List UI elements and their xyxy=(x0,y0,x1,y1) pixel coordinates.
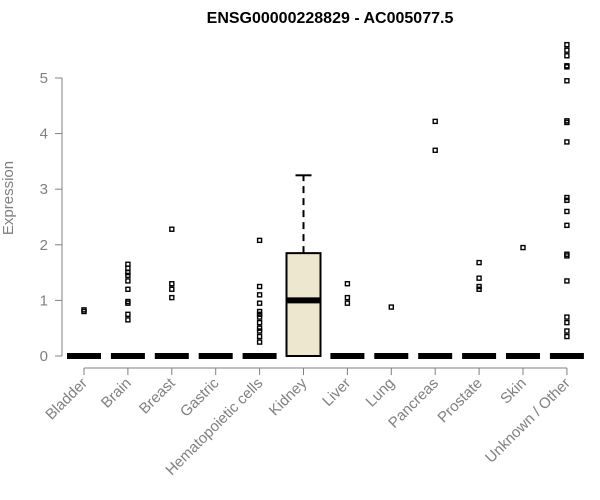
outlier-point xyxy=(564,197,570,204)
outlier-point xyxy=(564,278,570,284)
outlier-point xyxy=(125,286,131,292)
outlier-point xyxy=(125,278,131,284)
outlier-point xyxy=(432,118,438,125)
outlier-point xyxy=(476,275,482,281)
outlier-point xyxy=(256,339,263,345)
outlier-point xyxy=(256,308,263,315)
outlier-point xyxy=(344,294,351,301)
x-tick-label: Prostate xyxy=(434,375,486,427)
outlier-point xyxy=(564,251,570,257)
outlier-point xyxy=(256,325,263,331)
box-group-skin xyxy=(506,244,540,359)
outlier-point xyxy=(432,147,438,153)
outlier-point xyxy=(388,304,394,310)
outlier-point xyxy=(476,283,482,290)
outlier-point xyxy=(564,47,570,53)
outlier-point xyxy=(564,222,570,229)
outlier-point xyxy=(256,314,263,320)
outlier-point xyxy=(564,208,570,215)
outlier-point xyxy=(256,319,263,326)
outlier-point xyxy=(564,53,570,59)
outlier-point xyxy=(564,63,570,69)
outlier-point xyxy=(564,194,570,201)
outlier-point xyxy=(81,307,87,313)
box-group-lung xyxy=(374,304,409,359)
box-group-hematopoietic-cells xyxy=(242,237,277,359)
outlier-point xyxy=(564,319,570,326)
outlier-point xyxy=(125,269,131,276)
x-tick-label: Brain xyxy=(98,375,135,412)
outlier-point xyxy=(125,298,131,305)
outlier-point xyxy=(344,300,351,306)
box-group-kidney xyxy=(285,174,322,357)
outlier-point xyxy=(125,272,131,279)
y-axis: 0 1 2 3 4 5 xyxy=(40,70,63,365)
outlier-point xyxy=(564,118,570,124)
box-group-breast xyxy=(154,226,189,359)
x-tick-label: Liver xyxy=(319,375,354,410)
y-tick-label: 5 xyxy=(40,70,48,87)
box-group-pancreas xyxy=(418,118,453,359)
box-group-liver xyxy=(330,281,365,359)
outlier-point xyxy=(256,300,263,306)
outlier-point xyxy=(125,311,131,317)
outlier-point xyxy=(256,311,263,317)
outlier-point xyxy=(476,286,482,292)
y-tick-label: 0 xyxy=(40,348,48,365)
x-tick-label: Skin xyxy=(497,375,530,408)
box-group-brain xyxy=(110,261,145,359)
y-tick-label: 3 xyxy=(40,181,48,198)
box xyxy=(285,252,322,357)
outlier-point xyxy=(125,261,131,267)
outlier-point xyxy=(564,314,570,320)
outlier-point xyxy=(564,139,570,145)
x-tick-label: Kidney xyxy=(266,374,311,419)
outlier-point xyxy=(125,317,131,323)
y-tick-label: 1 xyxy=(40,292,48,309)
y-axis-title: Expression xyxy=(0,161,17,235)
x-tick-label: Breast xyxy=(136,374,179,417)
outlier-point xyxy=(256,292,263,298)
outlier-point xyxy=(256,333,263,340)
outlier-point xyxy=(169,286,175,292)
outlier-point xyxy=(256,328,263,334)
x-tick-label: Bladder xyxy=(42,375,91,424)
outlier-point xyxy=(564,41,570,48)
box-group-unknown-other xyxy=(549,41,584,359)
outlier-point xyxy=(564,333,570,340)
outlier-point xyxy=(256,237,263,244)
y-tick-label: 4 xyxy=(40,126,48,143)
box-group-bladder xyxy=(67,307,101,359)
outlier-point xyxy=(564,328,570,334)
outlier-point xyxy=(520,244,526,251)
x-tick-label: Lung xyxy=(363,375,399,411)
outlier-point xyxy=(169,294,175,301)
chart-title: ENSG00000228829 - AC005077.5 xyxy=(207,10,454,27)
outlier-point xyxy=(169,281,175,287)
outlier-point xyxy=(256,283,263,290)
outlier-point xyxy=(344,281,351,287)
outlier-point xyxy=(169,226,175,232)
box-group-prostate xyxy=(462,259,497,359)
plot-area xyxy=(67,41,584,359)
outlier-point xyxy=(476,259,482,266)
y-tick-label: 2 xyxy=(40,237,48,254)
outlier-point xyxy=(564,78,570,84)
